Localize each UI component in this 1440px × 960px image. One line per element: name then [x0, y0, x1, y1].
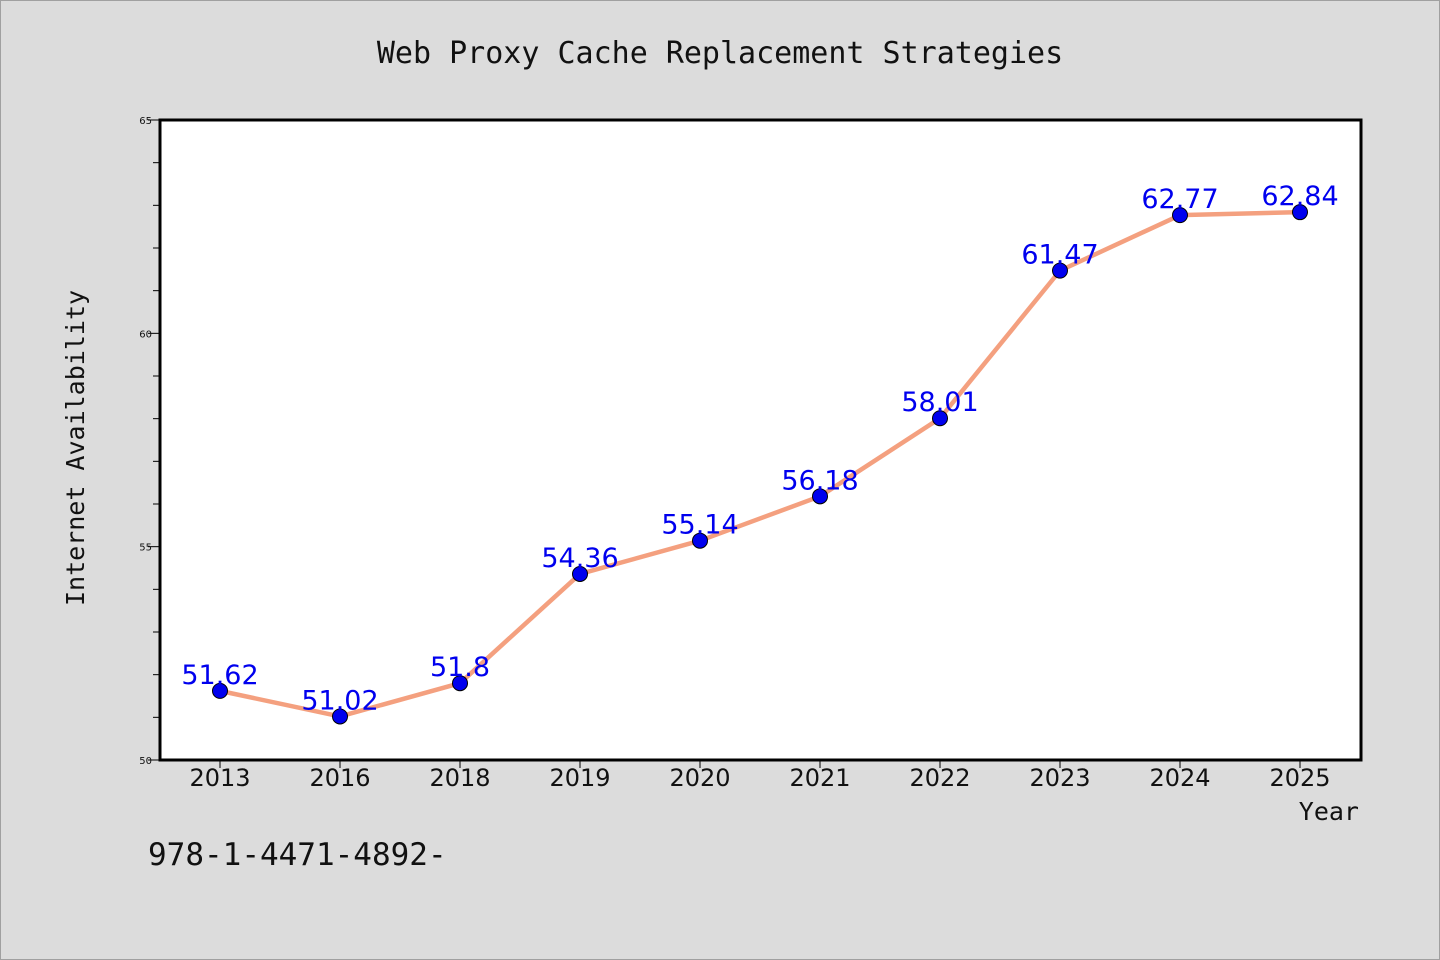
data-point: [1292, 204, 1308, 221]
x-tick-label: 2023: [1029, 764, 1090, 792]
y-axis-label: Internet Availability: [61, 290, 90, 606]
chart-title: Web Proxy Cache Replacement Strategies: [377, 36, 1063, 71]
data-label: 54.36: [541, 543, 618, 574]
footnote: 978-1-4471-4892-: [148, 837, 447, 873]
y-tick-label: 60: [139, 329, 152, 340]
plot-area: [158, 118, 1363, 762]
data-label: 51.62: [181, 660, 258, 691]
x-axis: 2013 2016 2018 2019 2020 2021 2022 2023 2024 2025: [189, 760, 1331, 792]
data-point: [332, 708, 348, 725]
x-tick-label: 2020: [669, 764, 730, 792]
data-label: 51.8: [430, 652, 490, 683]
data-label: 62.84: [1261, 181, 1338, 212]
x-tick-label: 2024: [1149, 764, 1210, 792]
x-tick-label: 2022: [909, 764, 970, 792]
data-label: 55.14: [661, 510, 738, 541]
x-tick-label: 2025: [1269, 764, 1330, 792]
x-tick-label: 2018: [429, 764, 490, 792]
data-label: 62.77: [1141, 184, 1218, 215]
data-label: 58.01: [901, 387, 978, 418]
x-tick-label: 2013: [189, 764, 250, 792]
x-tick-label: 2021: [789, 764, 850, 792]
series-layer: 51.62 51.02 51.8 54.36 55.14 56.18 58.01 61.47 6…: [181, 181, 1339, 725]
data-label: 51.02: [301, 685, 378, 716]
data-point: [1172, 207, 1188, 224]
x-tick-label: 2019: [549, 764, 610, 792]
data-point: [452, 675, 468, 692]
y-axis: 50 55 60 65: [139, 116, 160, 767]
series-line: [217, 209, 1303, 719]
y-tick-label: 50: [139, 756, 152, 767]
data-point: [1052, 262, 1068, 279]
data-point: [572, 565, 588, 582]
data-point: [932, 410, 948, 427]
x-tick-label: 2016: [309, 764, 370, 792]
data-point: [692, 532, 708, 549]
data-label: 61.47: [1021, 240, 1098, 271]
y-tick-label: 55: [139, 543, 152, 554]
data-point: [812, 488, 828, 505]
data-label: 56.18: [781, 465, 858, 496]
data-point: [212, 682, 228, 699]
y-tick-label: 65: [139, 116, 152, 127]
x-axis-label: Year: [1299, 797, 1359, 826]
